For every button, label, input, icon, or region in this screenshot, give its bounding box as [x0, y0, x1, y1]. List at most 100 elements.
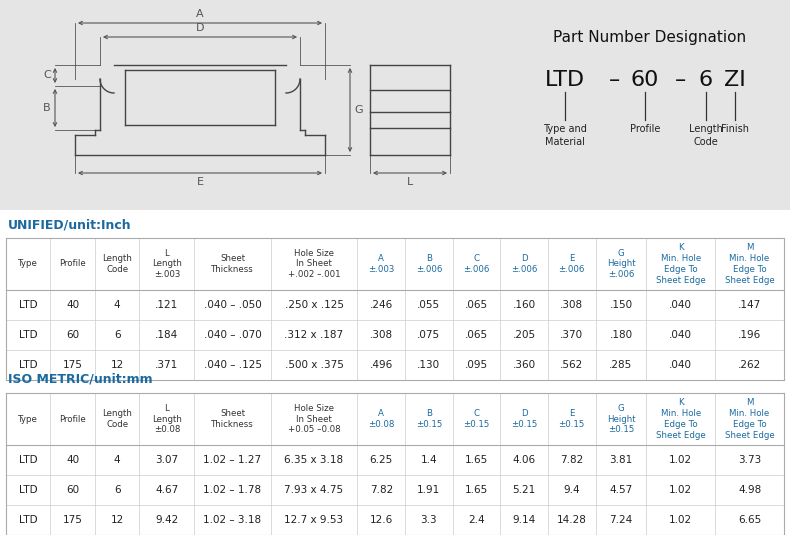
Text: Part Number Designation: Part Number Designation — [554, 30, 747, 45]
Text: –: – — [675, 70, 686, 90]
Text: Type: Type — [18, 259, 38, 269]
Text: G: G — [354, 105, 363, 115]
Text: .562: .562 — [560, 360, 583, 370]
Text: C
±0.15: C ±0.15 — [463, 409, 490, 429]
Text: M
Min. Hole
Edge To
Sheet Edge: M Min. Hole Edge To Sheet Edge — [724, 399, 774, 440]
Text: 1.65: 1.65 — [465, 455, 488, 465]
Text: 3.07: 3.07 — [156, 455, 179, 465]
Text: LTD: LTD — [19, 330, 38, 340]
Text: 9.4: 9.4 — [563, 485, 580, 495]
Text: LTD: LTD — [19, 300, 38, 310]
Text: E
±0.15: E ±0.15 — [559, 409, 585, 429]
Text: 3.81: 3.81 — [609, 455, 633, 465]
Text: .040: .040 — [669, 330, 692, 340]
Text: 6.25: 6.25 — [370, 455, 393, 465]
Text: .040: .040 — [669, 360, 692, 370]
Text: .312 x .187: .312 x .187 — [284, 330, 344, 340]
Text: Hole Size
In Sheet
+0.05 –0.08: Hole Size In Sheet +0.05 –0.08 — [288, 404, 340, 434]
Text: L
Length
±.003: L Length ±.003 — [152, 249, 182, 279]
Text: 40: 40 — [66, 300, 79, 310]
Text: LTD: LTD — [19, 485, 38, 495]
Text: 1.91: 1.91 — [417, 485, 441, 495]
Text: .065: .065 — [465, 300, 488, 310]
Text: .147: .147 — [738, 300, 762, 310]
Text: Hole Size
In Sheet
+.002 –.001: Hole Size In Sheet +.002 –.001 — [288, 249, 340, 279]
Text: LTD: LTD — [19, 515, 38, 525]
Text: .196: .196 — [738, 330, 762, 340]
Text: .250 x .125: .250 x .125 — [284, 300, 344, 310]
Text: 2.4: 2.4 — [468, 515, 485, 525]
Text: 4.57: 4.57 — [609, 485, 633, 495]
Text: 12.6: 12.6 — [370, 515, 393, 525]
Text: 1.65: 1.65 — [465, 485, 488, 495]
Text: 12: 12 — [111, 360, 124, 370]
Text: 3.3: 3.3 — [420, 515, 437, 525]
Text: 7.24: 7.24 — [609, 515, 633, 525]
Text: .040 – .070: .040 – .070 — [204, 330, 261, 340]
Text: C
±.006: C ±.006 — [463, 254, 490, 274]
Text: .308: .308 — [560, 300, 583, 310]
Text: .040 – .050: .040 – .050 — [204, 300, 261, 310]
Text: .184: .184 — [156, 330, 179, 340]
Text: .040 – .125: .040 – .125 — [204, 360, 261, 370]
Text: .370: .370 — [560, 330, 583, 340]
Text: 1.02: 1.02 — [669, 515, 692, 525]
Text: LTD: LTD — [545, 70, 585, 90]
Text: L: L — [407, 177, 413, 187]
Text: 1.02: 1.02 — [669, 485, 692, 495]
Text: 1.02 – 1.78: 1.02 – 1.78 — [204, 485, 261, 495]
Text: 175: 175 — [62, 515, 83, 525]
Text: 4: 4 — [114, 300, 120, 310]
Text: .121: .121 — [156, 300, 179, 310]
Text: 6.65: 6.65 — [738, 515, 762, 525]
Text: 4: 4 — [114, 455, 120, 465]
Text: 4.67: 4.67 — [156, 485, 179, 495]
Text: .150: .150 — [609, 300, 633, 310]
Text: 1.02 – 3.18: 1.02 – 3.18 — [204, 515, 261, 525]
Text: D
±0.15: D ±0.15 — [511, 409, 537, 429]
Text: D
±.006: D ±.006 — [511, 254, 537, 274]
Text: B
±0.15: B ±0.15 — [416, 409, 442, 429]
Text: B: B — [43, 103, 51, 113]
Text: .040: .040 — [669, 300, 692, 310]
Text: L
Length
±0.08: L Length ±0.08 — [152, 404, 182, 434]
Text: –: – — [609, 70, 621, 90]
Text: 7.82: 7.82 — [370, 485, 393, 495]
Text: 60: 60 — [630, 70, 659, 90]
Text: .075: .075 — [417, 330, 441, 340]
Text: G
Height
±0.15: G Height ±0.15 — [607, 404, 635, 434]
Text: Length
Code: Length Code — [689, 124, 723, 147]
Text: 6: 6 — [114, 485, 120, 495]
Text: UNIFIED/unit:Inch: UNIFIED/unit:Inch — [8, 218, 132, 231]
Text: Profile: Profile — [59, 415, 86, 424]
Text: Length
Code: Length Code — [102, 254, 132, 274]
Text: .205: .205 — [513, 330, 536, 340]
Text: 1.02 – 1.27: 1.02 – 1.27 — [204, 455, 261, 465]
Text: M
Min. Hole
Edge To
Sheet Edge: M Min. Hole Edge To Sheet Edge — [724, 243, 774, 285]
Text: .246: .246 — [370, 300, 393, 310]
Text: 1.4: 1.4 — [420, 455, 437, 465]
Text: 6: 6 — [114, 330, 120, 340]
Text: .360: .360 — [513, 360, 536, 370]
Text: 9.42: 9.42 — [156, 515, 179, 525]
Bar — [6, 238, 784, 380]
Text: .285: .285 — [609, 360, 633, 370]
Text: .500 x .375: .500 x .375 — [284, 360, 344, 370]
Text: 7.82: 7.82 — [560, 455, 583, 465]
Text: .095: .095 — [465, 360, 488, 370]
Text: Profile: Profile — [630, 124, 660, 134]
Text: 9.14: 9.14 — [513, 515, 536, 525]
Text: 4.06: 4.06 — [513, 455, 536, 465]
Bar — [6, 393, 784, 535]
Text: 12.7 x 9.53: 12.7 x 9.53 — [284, 515, 344, 525]
Text: .308: .308 — [370, 330, 393, 340]
Text: 3.73: 3.73 — [738, 455, 762, 465]
Text: K
Min. Hole
Edge To
Sheet Edge: K Min. Hole Edge To Sheet Edge — [656, 399, 705, 440]
Text: 6: 6 — [699, 70, 713, 90]
Text: Profile: Profile — [59, 259, 86, 269]
Text: LTD: LTD — [19, 360, 38, 370]
Text: D: D — [196, 23, 205, 33]
Text: Length
Code: Length Code — [102, 409, 132, 429]
Text: .180: .180 — [609, 330, 633, 340]
Text: 14.28: 14.28 — [557, 515, 587, 525]
